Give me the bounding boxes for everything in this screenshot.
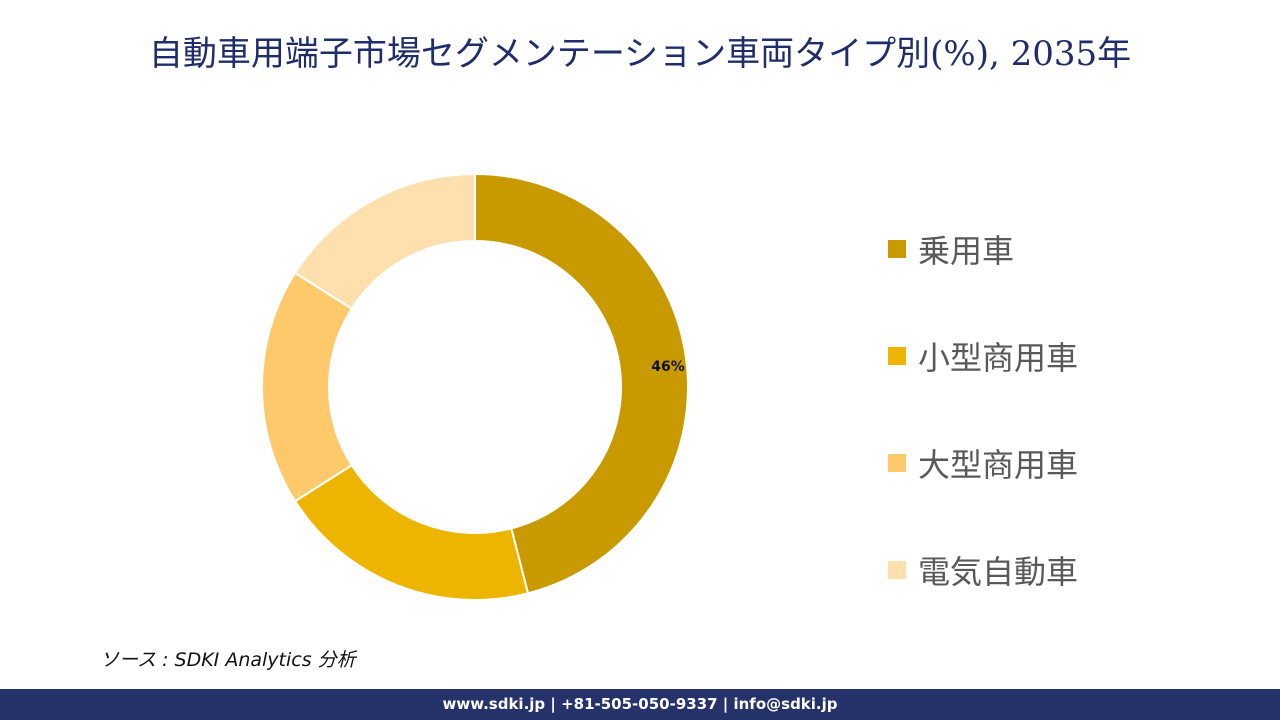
legend-label: 乗用車 bbox=[918, 232, 1015, 270]
donut-svg: 46% bbox=[261, 172, 689, 601]
legend-item-light-commercial: 小型商用車 bbox=[888, 329, 1078, 383]
footer-contact-bar: www.sdki.jp | +81-505-050-9337 | info@sd… bbox=[0, 689, 1280, 720]
legend-swatch-icon bbox=[888, 347, 906, 365]
donut-segment bbox=[293, 463, 530, 601]
donut-segment bbox=[293, 172, 476, 311]
data-label: 46% bbox=[651, 359, 685, 375]
legend-item-heavy-commercial: 大型商用車 bbox=[888, 436, 1078, 490]
legend-label: 小型商用車 bbox=[918, 339, 1079, 377]
donut-segment bbox=[474, 172, 689, 595]
legend-label: 大型商用車 bbox=[918, 446, 1079, 484]
legend-item-passenger-car: 乗用車 bbox=[888, 222, 1078, 276]
legend-swatch-icon bbox=[888, 454, 906, 472]
donut-segment bbox=[261, 271, 354, 503]
legend-swatch-icon bbox=[888, 561, 906, 579]
source-note: ソース : SDKI Analytics 分析 bbox=[100, 649, 356, 671]
donut-chart: 46% bbox=[250, 160, 700, 610]
legend-item-electric: 電気自動車 bbox=[888, 543, 1078, 597]
legend: 乗用車 小型商用車 大型商用車 電気自動車 bbox=[888, 222, 1078, 650]
chart-title: 自動車用端子市場セグメンテーション車両タイプ別(%), 2035年 bbox=[148, 34, 1132, 74]
legend-label: 電気自動車 bbox=[918, 553, 1079, 591]
legend-swatch-icon bbox=[888, 240, 906, 258]
